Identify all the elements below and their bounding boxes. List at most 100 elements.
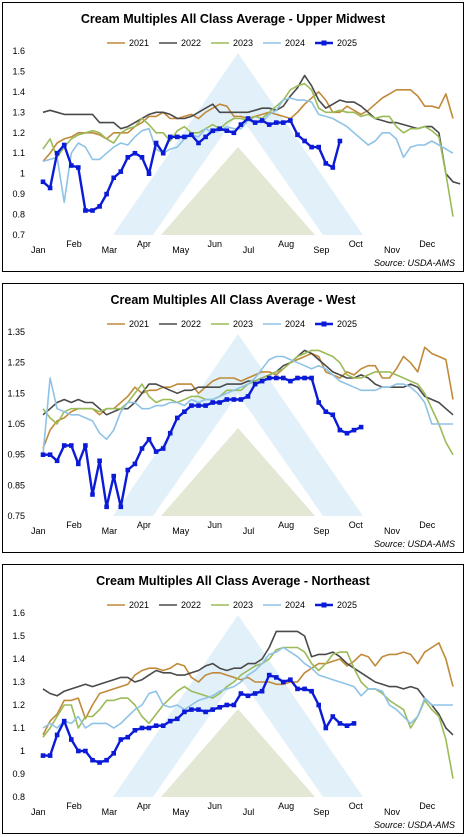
- legend-item-2023: 2023: [211, 600, 253, 610]
- data-point-2025: [238, 691, 244, 696]
- data-point-2025: [316, 702, 321, 708]
- y-tick-label: 1.6: [12, 46, 25, 56]
- data-point-2025: [40, 753, 46, 758]
- chart-title: Cream Multiples All Class Average - West: [111, 293, 357, 307]
- chart-panel-west: Cream Multiples All Class Average - West…: [2, 283, 464, 553]
- data-point-2025: [132, 728, 138, 733]
- data-point-2025: [47, 185, 53, 191]
- data-point-2025: [245, 116, 251, 121]
- data-point-2025: [69, 737, 74, 742]
- y-tick-label: 1.4: [12, 87, 25, 97]
- legend-item-2024: 2024: [263, 319, 305, 329]
- legend-label: 2022: [181, 38, 201, 48]
- y-tick-label: 0.95: [7, 450, 25, 460]
- data-point-2025: [118, 169, 124, 174]
- y-tick-label: 1.5: [12, 66, 25, 76]
- data-point-2025: [139, 725, 145, 731]
- y-tick-label: 1.05: [7, 419, 25, 429]
- data-point-2025: [47, 452, 53, 457]
- y-axis: 0.8 0.9 1 1.1 1.2 1.3 1.4 1.5 1.6: [12, 608, 25, 802]
- legend: 2021 2022 2023 2024 2025: [107, 38, 357, 48]
- legend-item-2023: 2023: [211, 38, 253, 48]
- data-point-2025: [323, 161, 329, 166]
- x-tick-label: Dec: [419, 801, 436, 811]
- data-point-2025: [337, 721, 343, 726]
- data-point-2025: [97, 204, 102, 209]
- y-tick-label: 0.85: [7, 480, 25, 490]
- data-point-2025: [203, 709, 208, 715]
- legend-label: 2025: [337, 38, 357, 48]
- data-point-2025: [316, 144, 321, 150]
- x-tick-label: Jun: [208, 801, 223, 811]
- series-line-2025: [43, 376, 362, 509]
- y-tick-label: 0.9: [12, 189, 25, 199]
- data-point-2025: [146, 171, 152, 176]
- legend-item-2022: 2022: [159, 38, 201, 48]
- data-point-2025: [182, 709, 187, 715]
- x-tick-label: Jul: [243, 807, 255, 817]
- data-point-2025: [231, 702, 237, 708]
- data-point-2025: [182, 409, 187, 414]
- data-point-2025: [118, 737, 124, 742]
- x-tick-label: Feb: [66, 239, 82, 249]
- data-point-2025: [309, 144, 314, 150]
- series-group: [40, 74, 461, 217]
- legend: 2021 2022 2023 2024 2025: [107, 600, 357, 610]
- data-point-2025: [309, 688, 314, 694]
- data-point-2025: [160, 150, 166, 156]
- x-tick-label: Aug: [278, 239, 294, 249]
- x-tick-label: Feb: [66, 520, 82, 530]
- x-tick-label: Mar: [102, 245, 118, 255]
- x-tick-label: Mar: [102, 807, 118, 817]
- data-point-2025: [76, 165, 81, 170]
- data-point-2025: [330, 412, 336, 418]
- data-point-2025: [167, 718, 173, 724]
- data-point-2025: [118, 504, 124, 510]
- data-point-2025: [351, 721, 357, 726]
- data-point-2025: [337, 427, 343, 433]
- data-point-2025: [104, 191, 109, 197]
- data-point-2025: [210, 128, 215, 133]
- data-point-2025: [139, 155, 145, 160]
- data-point-2025: [76, 461, 81, 467]
- data-point-2025: [252, 691, 258, 696]
- x-tick-label: Apr: [137, 520, 151, 530]
- series-group: [40, 346, 454, 510]
- x-tick-label: Oct: [349, 801, 364, 811]
- data-point-2025: [231, 130, 237, 136]
- data-point-2025: [224, 128, 230, 133]
- legend-item-2023: 2023: [211, 319, 253, 329]
- data-point-2025: [189, 132, 194, 138]
- y-tick-label: 0.9: [12, 769, 25, 779]
- x-tick-label: Jan: [31, 245, 46, 255]
- data-point-2025: [97, 760, 102, 765]
- x-tick-label: Sep: [313, 807, 329, 817]
- legend-label: 2021: [129, 600, 149, 610]
- data-point-2025: [330, 714, 336, 719]
- data-point-2025: [76, 748, 81, 754]
- data-point-2025: [83, 748, 88, 754]
- x-tick-label: Dec: [419, 239, 436, 249]
- x-tick-label: May: [172, 526, 190, 536]
- legend-item-2022: 2022: [159, 319, 201, 329]
- data-point-2025: [153, 723, 159, 728]
- legend-item-2021: 2021: [107, 319, 149, 329]
- data-point-2025: [295, 686, 300, 692]
- data-point-2025: [259, 118, 265, 123]
- y-tick-label: 0.8: [12, 792, 25, 802]
- x-tick-label: Feb: [66, 801, 82, 811]
- data-point-2025: [266, 375, 272, 381]
- data-point-2025: [189, 403, 194, 408]
- data-point-2025: [54, 150, 60, 156]
- x-tick-label: Jul: [243, 245, 255, 255]
- y-tick-label: 1.2: [12, 128, 25, 138]
- data-point-2025: [210, 707, 215, 712]
- x-axis: Jan Feb Mar Apr May Jun Jul Aug Sep Oct Nov Dec: [31, 801, 436, 817]
- source-note: Source: USDA-AMS: [374, 539, 455, 549]
- data-point-2025: [323, 409, 329, 414]
- y-tick-label: 0.8: [12, 210, 25, 220]
- y-tick-label: 1: [20, 169, 25, 179]
- data-point-2025: [281, 120, 286, 125]
- data-point-2025: [295, 375, 300, 381]
- data-point-2025: [111, 473, 116, 479]
